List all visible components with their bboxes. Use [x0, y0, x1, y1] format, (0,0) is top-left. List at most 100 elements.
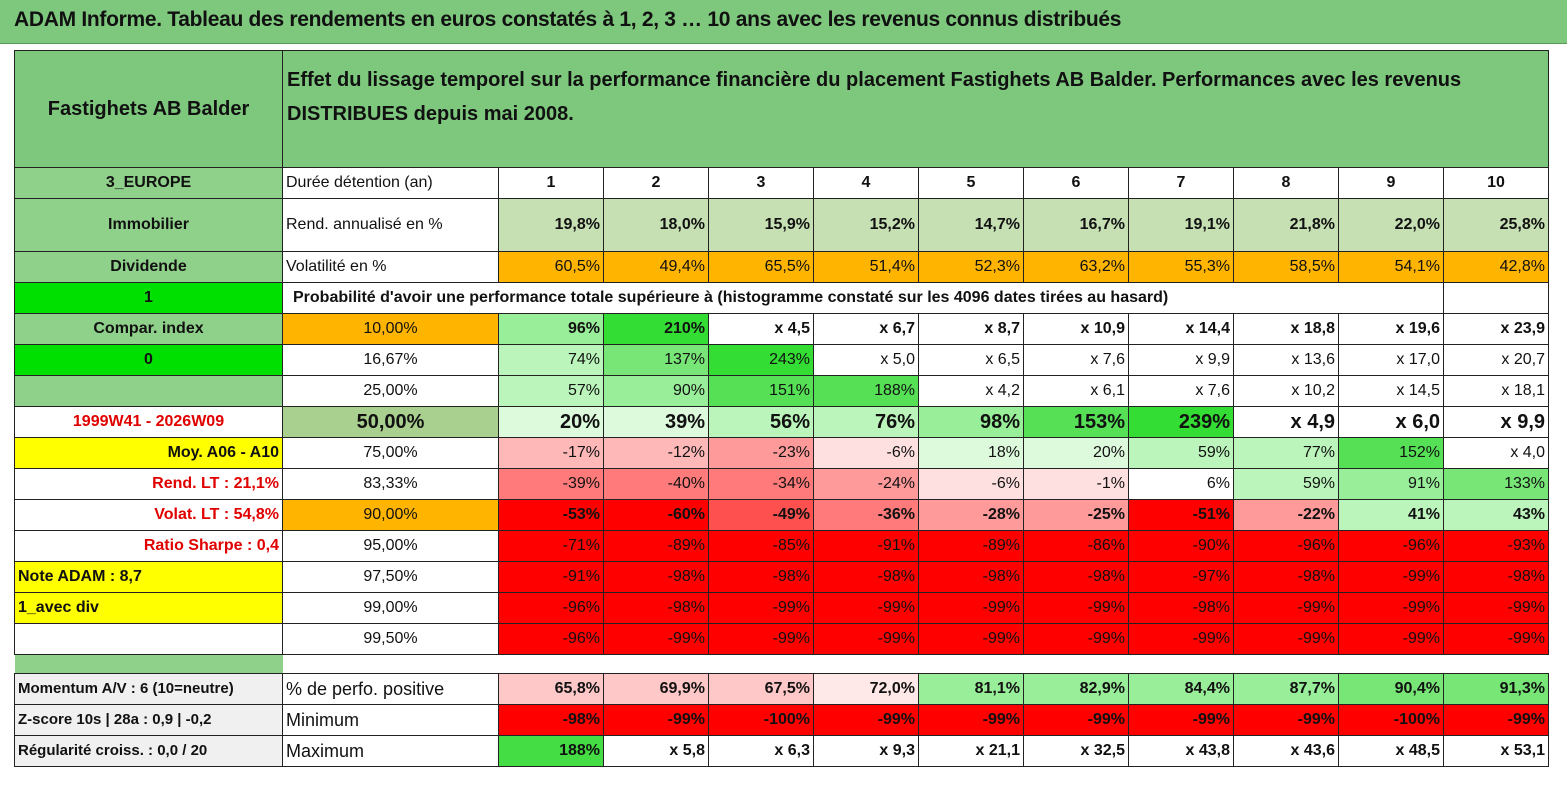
- prob-value: x 23,9: [1443, 313, 1549, 345]
- prob-value: -49%: [708, 499, 814, 531]
- prob-value: -91%: [498, 561, 604, 593]
- prob-value: 133%: [1443, 468, 1549, 500]
- prob-row: Rend. LT : 21,1% 83,33% -39% -40% -34% -24% -6…: [14, 468, 1549, 500]
- prob-value: 43%: [1443, 499, 1549, 531]
- prob-value: x 4,2: [918, 375, 1024, 407]
- minimum-row-label: Minimum: [282, 704, 499, 736]
- prob-value: -51%: [1128, 499, 1234, 531]
- prob-value: 96%: [498, 313, 604, 345]
- positive-row-value: 65,8%: [498, 673, 604, 705]
- positive-row-value: 82,9%: [1023, 673, 1129, 705]
- compar-index-cell: Compar. index: [14, 313, 283, 345]
- maximum-row-value: x 48,5: [1338, 735, 1444, 767]
- prob-value: -40%: [603, 468, 709, 500]
- prob-row: 99,50% -96% -99% -99% -99% -99% -99% -99% -99% -9…: [14, 623, 1549, 655]
- prob-value: 18%: [918, 437, 1024, 469]
- vol-value: 60,5%: [498, 251, 604, 283]
- prob-value: 98%: [918, 406, 1024, 438]
- prob-value: -97%: [1128, 561, 1234, 593]
- prob-value: -98%: [1128, 592, 1234, 624]
- years-row: 3_EUROPE Durée détention (an) 1 2 3 4 5 …: [14, 167, 1549, 199]
- prob-row: Note ADAM : 8,7 97,50% -91% -98% -98% -98% -98…: [14, 561, 1549, 593]
- note-cell: Note ADAM : 8,7: [14, 561, 283, 593]
- prob-value: -99%: [708, 592, 814, 624]
- prob-row: 1_avec div 99,00% -96% -98% -99% -99% -99% -99%…: [14, 592, 1549, 624]
- positive-row-label: % de perfo. positive: [282, 673, 499, 705]
- volat-lt-cell: Volat. LT : 54,8%: [14, 499, 283, 531]
- positive-row-value: 84,4%: [1128, 673, 1234, 705]
- prob-value: x 10,9: [1023, 313, 1129, 345]
- prob-value: x 18,8: [1233, 313, 1339, 345]
- vol-value: 51,4%: [813, 251, 919, 283]
- prob-value: 57%: [498, 375, 604, 407]
- vol-value: 65,5%: [708, 251, 814, 283]
- prob-value: -96%: [1233, 530, 1339, 562]
- prob-value: x 13,6: [1233, 344, 1339, 376]
- maximum-row-value: x 43,6: [1233, 735, 1339, 767]
- prob-value: -91%: [813, 530, 919, 562]
- prob-value: x 4,9: [1233, 406, 1339, 438]
- spacer-cell: [14, 654, 283, 674]
- maximum-row-value: x 9,3: [813, 735, 919, 767]
- rend-value: 15,2%: [813, 198, 919, 252]
- regularite-cell: Régularité croiss. : 0,0 / 20: [14, 735, 283, 767]
- positive-row-value: 90,4%: [1338, 673, 1444, 705]
- rend-value: 15,9%: [708, 198, 814, 252]
- prob-value: x 4,5: [708, 313, 814, 345]
- prob-value: -39%: [498, 468, 604, 500]
- prob-value: -6%: [918, 468, 1024, 500]
- prob-value: 243%: [708, 344, 814, 376]
- prob-value: 153%: [1023, 406, 1129, 438]
- year-header: 1: [498, 167, 604, 199]
- prob-value: 59%: [1128, 437, 1234, 469]
- years-label: Durée détention (an): [282, 167, 499, 199]
- prob-value: x 8,7: [918, 313, 1024, 345]
- prob-value: -23%: [708, 437, 814, 469]
- prob-value: -99%: [603, 623, 709, 655]
- empty-cell: [1443, 282, 1549, 314]
- prob-value: x 6,0: [1338, 406, 1444, 438]
- positive-row-value: 67,5%: [708, 673, 814, 705]
- prob-value: -99%: [1443, 623, 1549, 655]
- rend-value: 25,8%: [1443, 198, 1549, 252]
- prob-value: -99%: [1233, 623, 1339, 655]
- prob-value: -28%: [918, 499, 1024, 531]
- percentile-cell: 99,00%: [282, 592, 499, 624]
- header-row: Fastighets AB Balder Effet du lissage te…: [14, 50, 1549, 168]
- year-header: 10: [1443, 167, 1549, 199]
- spacer-cell: [283, 655, 1549, 674]
- minimum-row-value: -100%: [1338, 704, 1444, 736]
- rend-lt-cell: Rend. LT : 21,1%: [14, 468, 283, 500]
- zscore-cell: Z-score 10s | 28a : 0,9 | -0,2: [14, 704, 283, 736]
- vol-value: 49,4%: [603, 251, 709, 283]
- prob-value: -99%: [918, 592, 1024, 624]
- maximum-row-value: x 6,3: [708, 735, 814, 767]
- prob-row: Moy. A06 - A10 75,00% -17% -12% -23% -6% 18% 20…: [14, 437, 1549, 469]
- empty-side-cell: [14, 623, 283, 655]
- region-cell: 3_EUROPE: [14, 167, 283, 199]
- prob-value: -85%: [708, 530, 814, 562]
- prob-value: x 19,6: [1338, 313, 1444, 345]
- prob-value: 20%: [1023, 437, 1129, 469]
- percentile-cell: 75,00%: [282, 437, 499, 469]
- prob-value: -96%: [1338, 530, 1444, 562]
- momentum-cell: Momentum A/V : 6 (10=neutre): [14, 673, 283, 705]
- prob-value: -99%: [1338, 623, 1444, 655]
- prob-value: -86%: [1023, 530, 1129, 562]
- year-header: 2: [603, 167, 709, 199]
- percentile-cell: 95,00%: [282, 530, 499, 562]
- prob-value: -98%: [918, 561, 1024, 593]
- prob-value: 20%: [498, 406, 604, 438]
- prob-value: 152%: [1338, 437, 1444, 469]
- prob-value: 188%: [813, 375, 919, 407]
- prob-value: -98%: [1023, 561, 1129, 593]
- rend-row: Immobilier Rend. annualisé en % 19,8% 18…: [14, 198, 1549, 252]
- prob-value: -98%: [1443, 561, 1549, 593]
- year-header: 3: [708, 167, 814, 199]
- prob-value: x 10,2: [1233, 375, 1339, 407]
- prob-value: x 6,7: [813, 313, 919, 345]
- prob-value: 137%: [603, 344, 709, 376]
- prob-value: -90%: [1128, 530, 1234, 562]
- year-header: 6: [1023, 167, 1129, 199]
- percentile-cell: 10,00%: [282, 313, 499, 345]
